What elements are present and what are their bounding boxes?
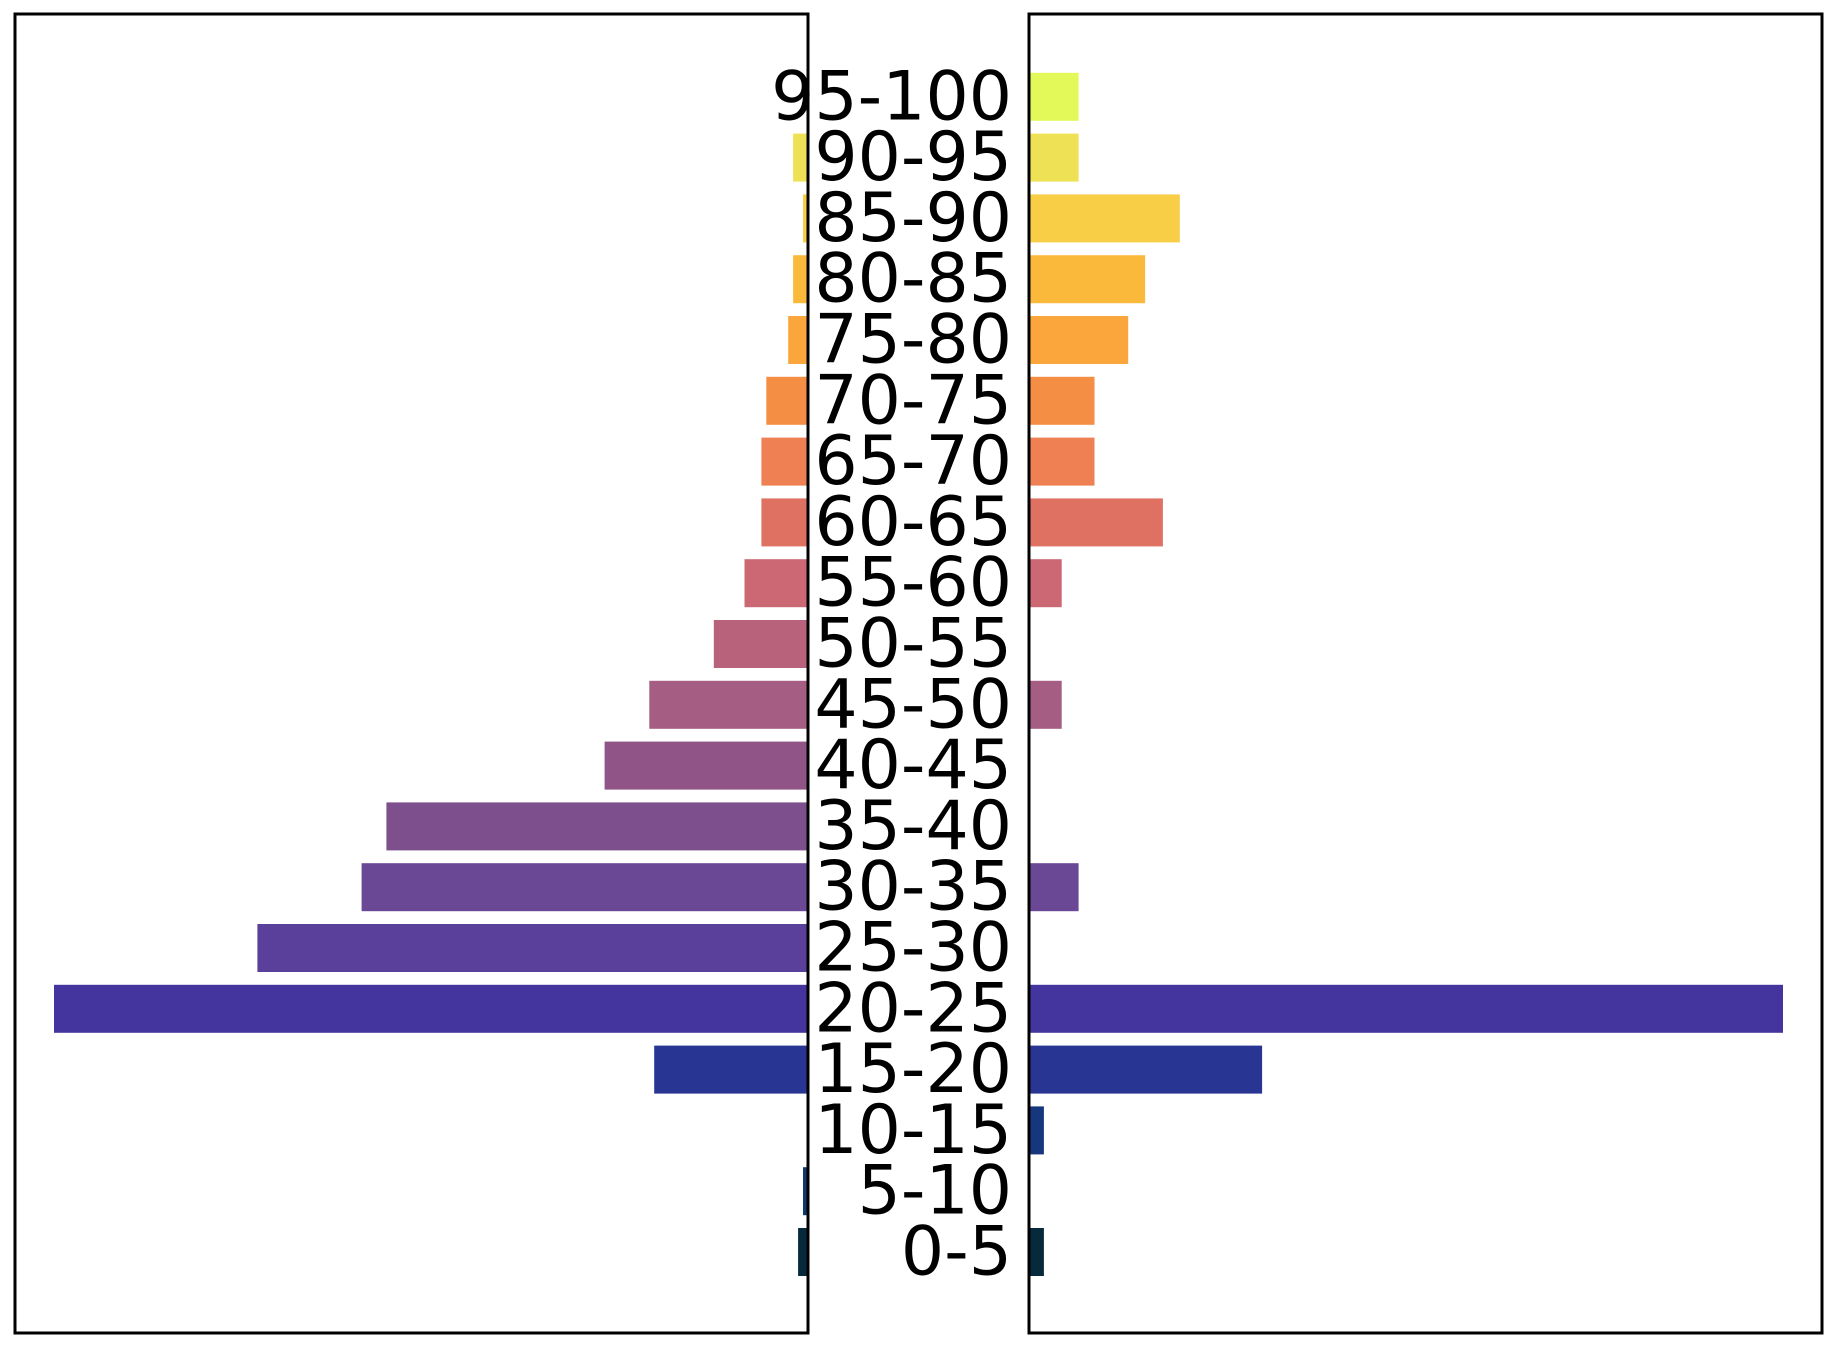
left-bar-35-40 — [386, 802, 808, 851]
age-label-85-90: 85-90 — [814, 179, 1012, 258]
age-label-75-80: 75-80 — [814, 301, 1012, 380]
age-label-0-5: 0-5 — [901, 1213, 1012, 1292]
age-label-5-10: 5-10 — [858, 1152, 1012, 1231]
right-panel-frame — [1027, 12, 1824, 1335]
age-label-90-95: 90-95 — [814, 118, 1012, 197]
age-label-60-65: 60-65 — [814, 483, 1012, 562]
right-bar-90-95 — [1029, 133, 1079, 182]
left-bar-50-55 — [713, 620, 809, 668]
left-bar-5-10 — [803, 1167, 808, 1216]
age-label-40-45: 40-45 — [814, 726, 1012, 805]
right-bar-45-50 — [1029, 680, 1062, 729]
right-bar-65-70 — [1029, 437, 1095, 486]
left-bar-80-85 — [793, 255, 808, 304]
left-bar-25-30 — [257, 924, 808, 972]
age-label-80-85: 80-85 — [814, 240, 1012, 319]
age-label-35-40: 35-40 — [814, 787, 1012, 866]
right-bar-0-5 — [1029, 1228, 1044, 1276]
age-label-30-35: 30-35 — [814, 848, 1012, 927]
age-label-25-30: 25-30 — [814, 909, 1012, 988]
left-bar-75-80 — [788, 316, 808, 364]
left-bar-45-50 — [649, 680, 808, 729]
age-label-50-55: 50-55 — [814, 605, 1012, 684]
age-label-55-60: 55-60 — [814, 544, 1012, 623]
left-bar-20-25 — [54, 984, 808, 1033]
age-label-20-25: 20-25 — [814, 969, 1012, 1048]
left-bar-85-90 — [803, 194, 808, 243]
right-bar-70-75 — [1029, 376, 1095, 425]
right-bar-55-60 — [1029, 559, 1062, 608]
right-bar-60-65 — [1029, 498, 1163, 547]
left-bar-60-65 — [761, 498, 808, 547]
left-bar-55-60 — [744, 559, 808, 608]
age-labels-group: 0-55-1010-1515-2020-2525-3030-3535-4040-… — [771, 57, 1012, 1291]
left-bar-65-70 — [761, 437, 808, 486]
left-bar-30-35 — [361, 863, 808, 912]
right-bar-95-100 — [1029, 72, 1079, 121]
right-bar-80-85 — [1029, 255, 1146, 304]
left-bar-90-95 — [793, 133, 808, 182]
age-label-15-20: 15-20 — [814, 1030, 1012, 1109]
right-bars-group — [1029, 72, 1783, 1276]
right-bar-15-20 — [1029, 1045, 1263, 1094]
left-panel-frame — [13, 12, 810, 1335]
right-bar-20-25 — [1029, 984, 1783, 1033]
age-label-45-50: 45-50 — [814, 665, 1012, 744]
right-bar-85-90 — [1029, 194, 1180, 243]
right-bar-30-35 — [1029, 863, 1079, 912]
age-label-10-15: 10-15 — [814, 1091, 1012, 1170]
left-bar-0-5 — [798, 1228, 808, 1276]
left-bar-70-75 — [766, 376, 808, 425]
age-label-95-100: 95-100 — [771, 57, 1012, 136]
age-label-70-75: 70-75 — [814, 361, 1012, 440]
left-bars-group — [54, 133, 809, 1276]
right-bar-10-15 — [1029, 1106, 1044, 1155]
age-label-65-70: 65-70 — [814, 422, 1012, 501]
right-bar-75-80 — [1029, 316, 1129, 364]
left-bar-40-45 — [604, 741, 808, 790]
left-bar-15-20 — [654, 1045, 808, 1094]
